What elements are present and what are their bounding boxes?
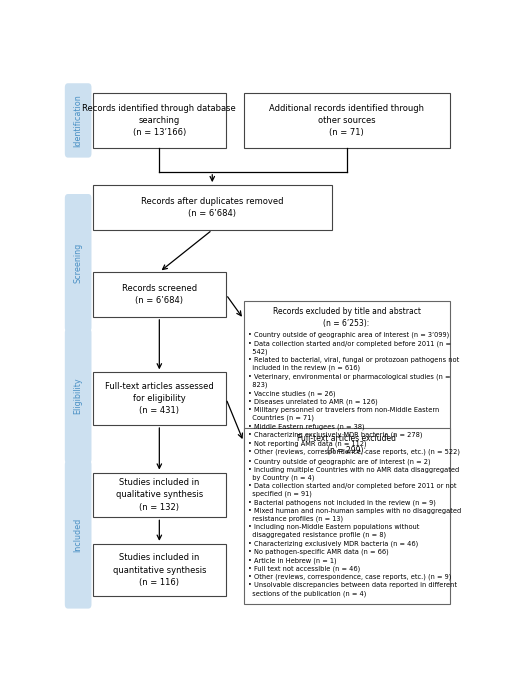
Text: Included: Included: [74, 517, 82, 551]
FancyBboxPatch shape: [65, 84, 91, 158]
FancyBboxPatch shape: [243, 301, 448, 451]
Text: Full-text articles assessed
for eligibility
(n = 431): Full-text articles assessed for eligibil…: [105, 382, 213, 415]
FancyBboxPatch shape: [92, 373, 226, 425]
FancyBboxPatch shape: [65, 460, 91, 608]
Text: Screening: Screening: [74, 242, 82, 283]
Text: Additional records identified through
other sources
(n = 71): Additional records identified through ot…: [269, 104, 423, 137]
Text: • Country outside of geographic are of interest (n = 2)
• Including multiple Cou: • Country outside of geographic are of i…: [248, 458, 461, 597]
FancyBboxPatch shape: [92, 185, 331, 230]
Text: Full-text articles excluded
(n = 299):: Full-text articles excluded (n = 299):: [296, 434, 395, 455]
FancyBboxPatch shape: [92, 544, 226, 597]
FancyBboxPatch shape: [243, 427, 448, 604]
Text: Studies included in
quantitative synthesis
(n = 116): Studies included in quantitative synthes…: [112, 553, 206, 587]
Text: Records excluded by title and abstract
(n = 6’253):: Records excluded by title and abstract (…: [272, 308, 420, 328]
Text: Studies included in
qualitative synthesis
(n = 132): Studies included in qualitative synthesi…: [116, 478, 203, 512]
FancyBboxPatch shape: [92, 92, 226, 148]
FancyBboxPatch shape: [92, 473, 226, 517]
FancyBboxPatch shape: [92, 272, 226, 317]
FancyBboxPatch shape: [243, 92, 448, 148]
Text: • Country outside of geographic area of interest (n = 3’099)
• Data collection s: • Country outside of geographic area of …: [248, 332, 460, 455]
Text: Records identified through database
searching
(n = 13’166): Records identified through database sear…: [82, 104, 236, 137]
Text: Identification: Identification: [74, 94, 82, 147]
Text: Records after duplicates removed
(n = 6’684): Records after duplicates removed (n = 6’…: [141, 197, 283, 218]
FancyBboxPatch shape: [65, 329, 91, 464]
FancyBboxPatch shape: [65, 194, 91, 332]
Text: Records screened
(n = 6’684): Records screened (n = 6’684): [122, 284, 196, 305]
Text: Eligibility: Eligibility: [74, 377, 82, 414]
